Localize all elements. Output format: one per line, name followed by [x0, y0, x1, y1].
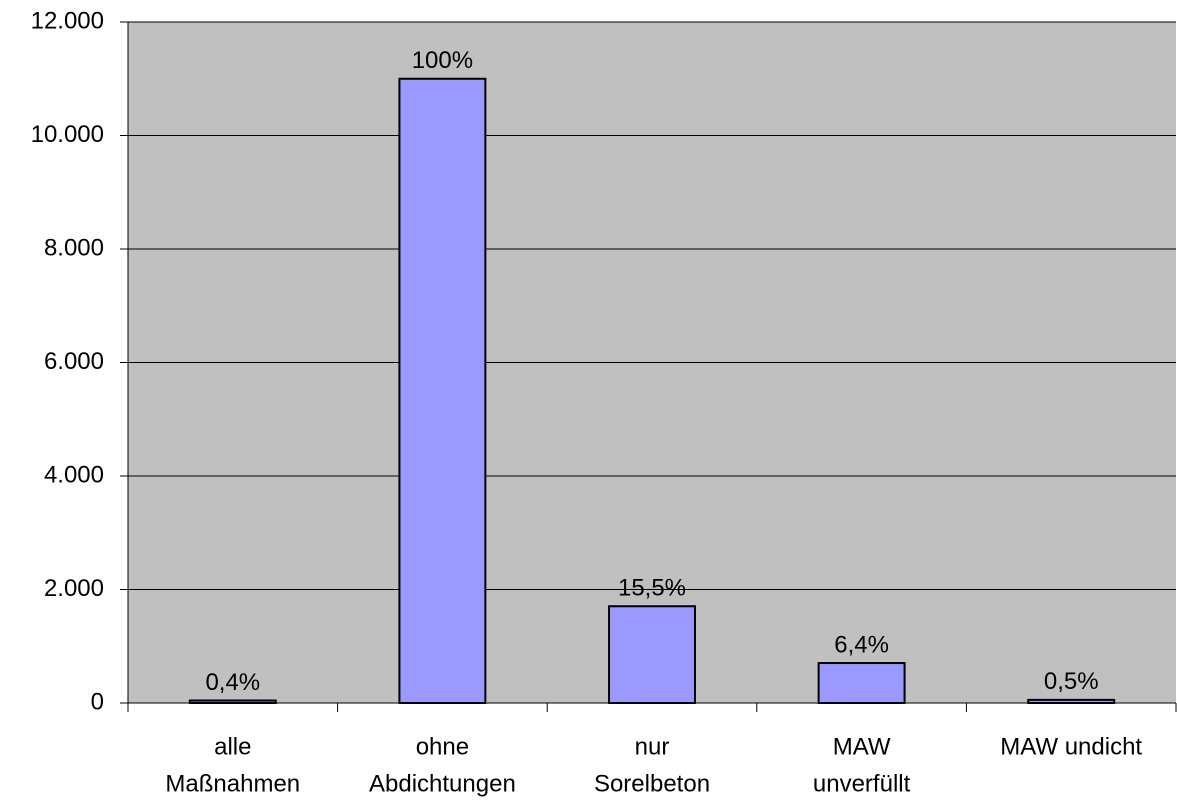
- data-label: 6,4%: [834, 631, 889, 658]
- y-tick-label: 0: [91, 688, 104, 715]
- x-tick-label: MAW: [833, 733, 891, 760]
- bar: [398, 77, 487, 704]
- data-label: 0,5%: [1044, 668, 1099, 695]
- data-label: 15,5%: [618, 575, 686, 602]
- y-tick-label: 12.000: [31, 7, 104, 34]
- data-label: 100%: [412, 47, 473, 74]
- x-tick-label: alle: [214, 733, 251, 760]
- x-tick-label: MAW undicht: [1000, 733, 1142, 760]
- y-tick-label: 6.000: [44, 348, 104, 375]
- x-tick-label: unverfüllt: [813, 770, 911, 797]
- y-tick-label: 4.000: [44, 461, 104, 488]
- bar: [1027, 698, 1116, 704]
- x-tick-label: nur: [635, 733, 670, 760]
- x-tick-label: Sorelbeton: [594, 770, 710, 797]
- y-tick-label: 10.000: [31, 121, 104, 148]
- x-tick-label: Maßnahmen: [165, 770, 300, 797]
- x-tick-label: Abdichtungen: [369, 770, 516, 797]
- y-tick-label: 8.000: [44, 234, 104, 261]
- x-tick-label: ohne: [416, 733, 469, 760]
- bar: [188, 699, 277, 704]
- data-label: 0,4%: [205, 669, 260, 696]
- y-tick-label: 2.000: [44, 575, 104, 602]
- bar: [817, 662, 906, 704]
- bar: [608, 605, 696, 705]
